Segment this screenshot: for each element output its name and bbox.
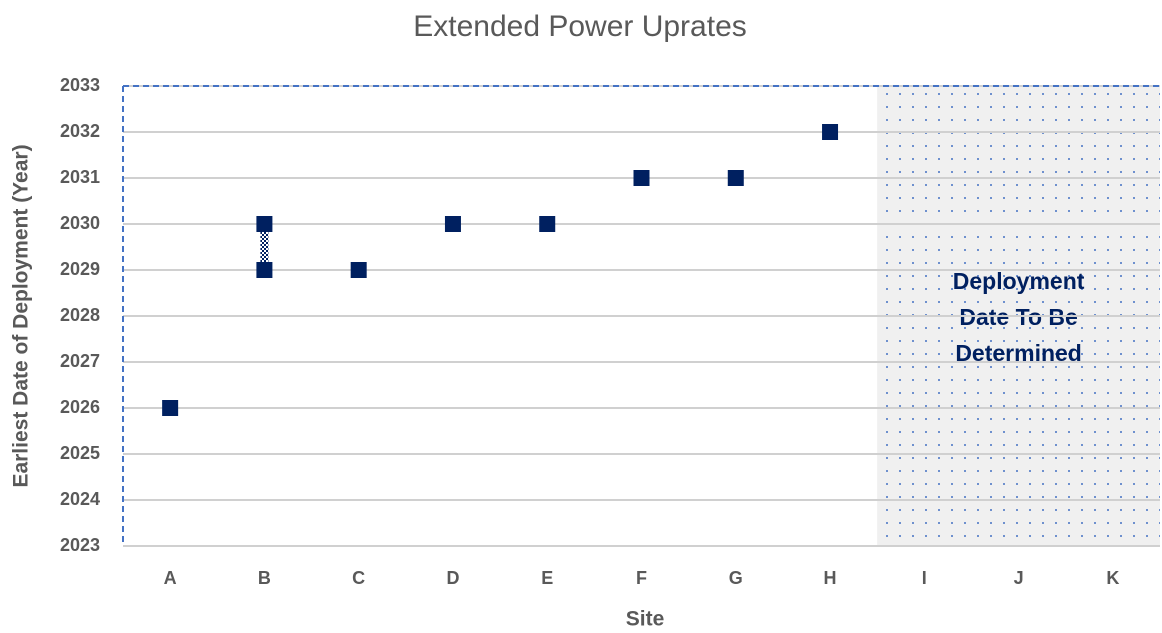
y-tick-label: 2028 [60, 305, 100, 325]
x-tick-label: B [258, 568, 271, 588]
y-tick-label: 2025 [60, 443, 100, 463]
point [444, 216, 461, 232]
y-tick-label: 2023 [60, 535, 100, 555]
point [256, 262, 273, 278]
x-axis-label: Site [626, 608, 665, 631]
x-tick-label: F [636, 568, 647, 588]
point [727, 170, 744, 186]
point [350, 262, 367, 278]
x-tick-label: H [824, 568, 837, 588]
point [822, 124, 839, 140]
point [539, 216, 556, 232]
x-tick-label: K [1106, 568, 1119, 588]
x-tick-label: D [446, 568, 459, 588]
x-tick-label: E [541, 568, 553, 588]
y-tick-label: 2029 [60, 259, 100, 279]
y-tick-label: 2030 [60, 213, 100, 233]
y-axis-label: Earliest Date of Deployment (Year) [10, 144, 33, 487]
y-tick-label: 2027 [60, 351, 100, 371]
y-tick-label: 2032 [60, 121, 100, 141]
x-tick-label: I [922, 568, 927, 588]
x-tick-label: C [352, 568, 365, 588]
y-tick-label: 2033 [60, 75, 100, 95]
annotation: Deployment [953, 268, 1085, 294]
y-tick-label: 2026 [60, 397, 100, 417]
x-tick-label: A [164, 568, 177, 588]
annotation: Date To Be [959, 304, 1077, 330]
y-tick-label: 2024 [60, 489, 100, 509]
range-bar [260, 224, 269, 270]
x-tick-label: G [729, 568, 743, 588]
point [162, 400, 179, 416]
point [633, 170, 650, 186]
x-tick-label: J [1014, 568, 1024, 588]
point [256, 216, 273, 232]
chart-title: Extended Power Uprates [413, 10, 747, 43]
y-tick-label: 2031 [60, 167, 100, 187]
